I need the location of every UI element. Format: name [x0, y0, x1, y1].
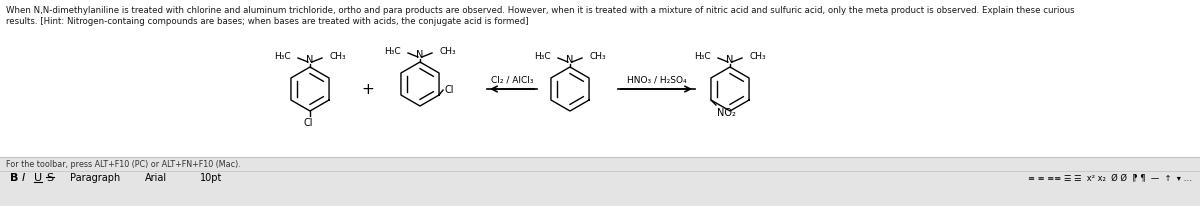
- Text: N: N: [306, 55, 313, 65]
- Text: N: N: [416, 50, 424, 60]
- Text: ≡ ≡ ≡≡ ☰ ☰  x² x₂  Ø Ø  ⁋ ¶  —  ↑  ▾ …: ≡ ≡ ≡≡ ☰ ☰ x² x₂ Ø Ø ⁋ ¶ — ↑ ▾ …: [1028, 172, 1192, 181]
- Text: CH₃: CH₃: [329, 52, 346, 61]
- Text: Cl: Cl: [444, 85, 454, 95]
- FancyBboxPatch shape: [0, 0, 1200, 157]
- Text: Cl₂ / AlCl₃: Cl₂ / AlCl₃: [491, 76, 533, 85]
- Text: S: S: [46, 172, 53, 182]
- FancyBboxPatch shape: [0, 157, 1200, 206]
- Text: U: U: [34, 172, 42, 182]
- Text: When N,N-dimethylaniline is treated with chlorine and aluminum trichloride, orth: When N,N-dimethylaniline is treated with…: [6, 6, 1075, 15]
- Text: N: N: [566, 55, 574, 65]
- Text: HNO₃ / H₂SO₄: HNO₃ / H₂SO₄: [626, 76, 686, 85]
- Text: For the toolbar, press ALT+F10 (PC) or ALT+FN+F10 (Mac).: For the toolbar, press ALT+F10 (PC) or A…: [6, 159, 241, 168]
- Text: NO₂: NO₂: [716, 108, 736, 117]
- Text: Cl: Cl: [304, 117, 313, 127]
- Text: 10pt: 10pt: [200, 172, 222, 182]
- Text: N: N: [726, 55, 733, 65]
- Text: Arial: Arial: [145, 172, 167, 182]
- Text: I: I: [22, 172, 25, 182]
- Text: Paragraph: Paragraph: [70, 172, 120, 182]
- Text: +: +: [361, 82, 374, 97]
- Text: H₃C: H₃C: [695, 52, 710, 61]
- Text: CH₃: CH₃: [439, 47, 456, 56]
- Text: CH₃: CH₃: [589, 52, 606, 61]
- Text: H₃C: H₃C: [384, 47, 401, 56]
- Text: H₃C: H₃C: [275, 52, 292, 61]
- Text: results. [Hint: Nitrogen-containg compounds are bases; when bases are treated wi: results. [Hint: Nitrogen-containg compou…: [6, 17, 529, 26]
- Text: B: B: [10, 172, 18, 182]
- Text: CH₃: CH₃: [749, 52, 766, 61]
- Text: H₃C: H₃C: [534, 52, 551, 61]
